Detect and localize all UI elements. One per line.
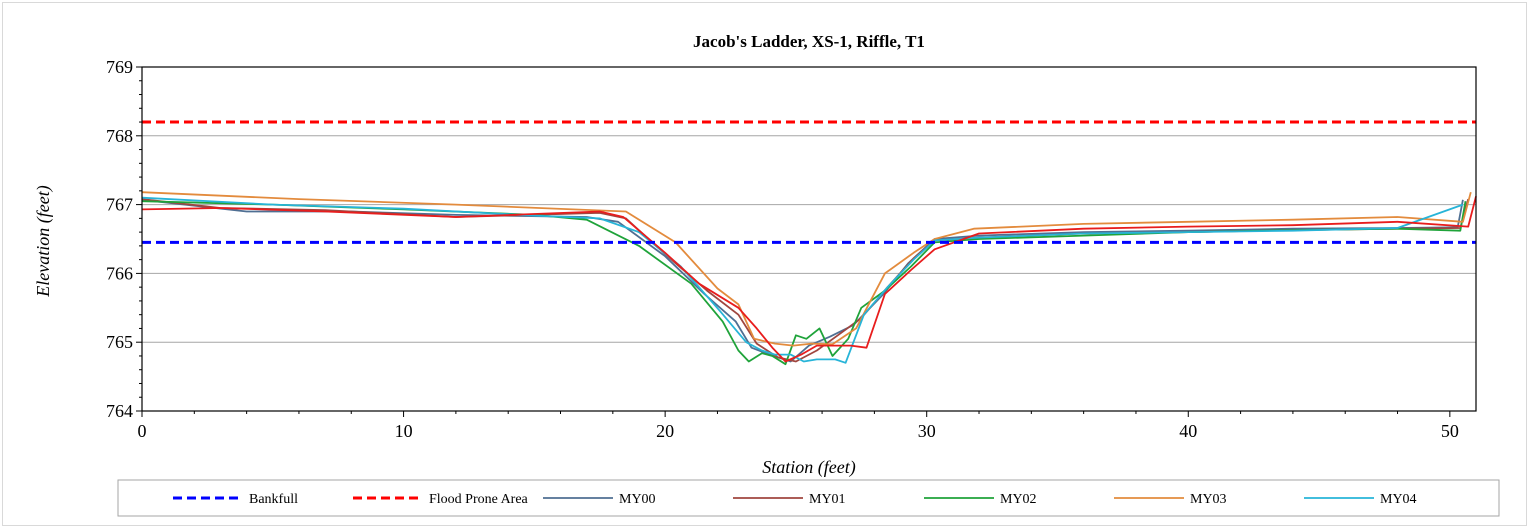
x-tick-label: 40 — [1179, 421, 1197, 441]
gridlines — [142, 135, 1476, 343]
legend-label: MY03 — [1190, 492, 1227, 507]
legend-label: MY02 — [1000, 492, 1037, 507]
x-axis-label: Station (feet) — [762, 457, 855, 478]
series-line-my02 — [141, 200, 1467, 366]
plot-area — [141, 66, 1477, 412]
x-tick-label: 0 — [138, 421, 147, 441]
legend-label: MY00 — [619, 492, 656, 507]
y-axis-label: Elevation (feet) — [33, 185, 54, 297]
y-tick-label: 765 — [106, 332, 133, 352]
x-tick-label: 10 — [395, 421, 413, 441]
series-line-my05 — [141, 196, 1477, 363]
x-tick-label: 20 — [656, 421, 674, 441]
axis-ticks: 764 765 766 767 768 769 0 10 20 30 40 50 — [106, 57, 1459, 441]
x-tick-label: 50 — [1441, 421, 1459, 441]
y-tick-label: 768 — [106, 126, 133, 146]
legend-label: MY04 — [1380, 492, 1417, 507]
legend-label: Flood Prone Area — [429, 492, 529, 507]
legend-label: Bankfull — [249, 492, 298, 507]
chart-title: Jacob's Ladder, XS-1, Riffle, T1 — [693, 32, 925, 51]
series-line-my03 — [141, 191, 1472, 347]
y-tick-label: 767 — [106, 195, 133, 215]
legend-box — [117, 479, 1500, 517]
series-line-my01 — [141, 198, 1470, 363]
y-tick-label: 764 — [106, 401, 133, 421]
legend: Bankfull Flood Prone Area MY00 MY01 MY02 MY03… — [117, 479, 1500, 517]
x-tick-label: 30 — [918, 421, 936, 441]
series-layer — [141, 120, 1477, 366]
series-line-my04 — [141, 196, 1464, 364]
y-tick-label: 766 — [106, 263, 133, 283]
legend-label: MY01 — [809, 492, 846, 507]
y-tick-label: 769 — [106, 57, 133, 77]
